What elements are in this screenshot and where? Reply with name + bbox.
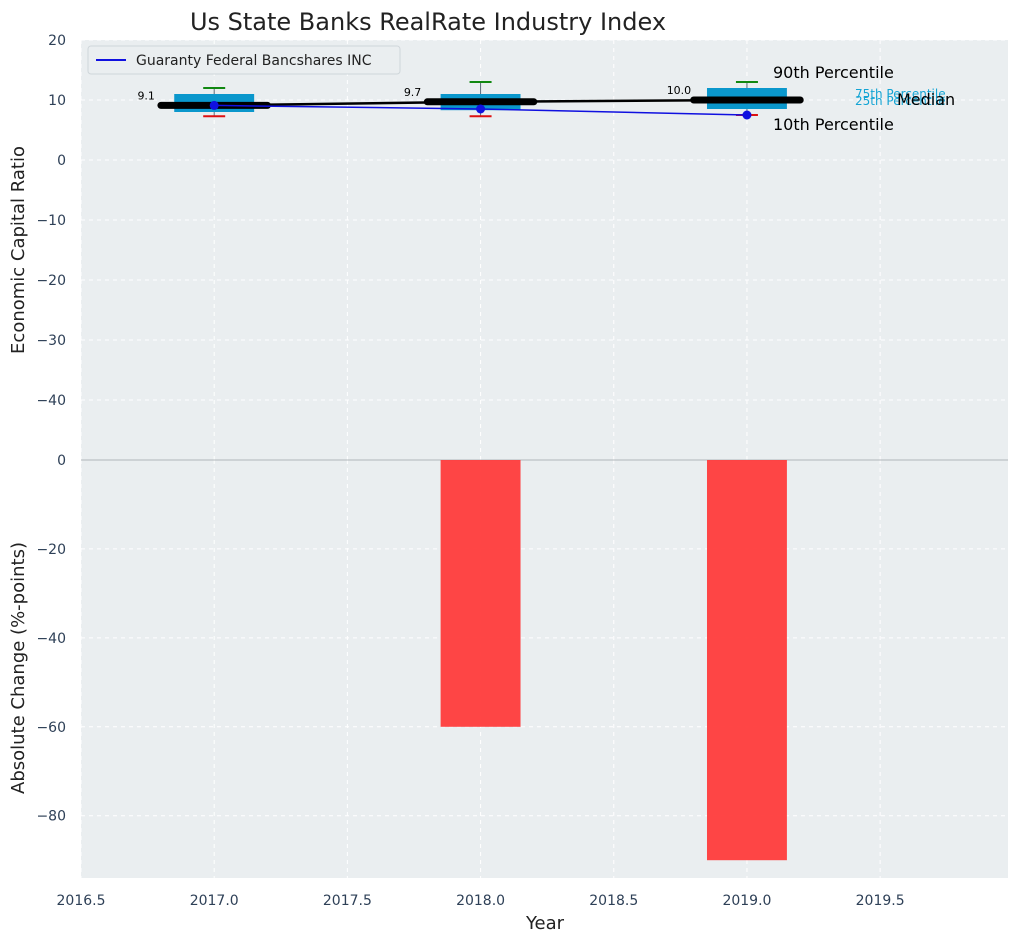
top-y-tick-label: −20 xyxy=(36,273,66,289)
legend-entry-company: Guaranty Federal Bancshares INC xyxy=(136,53,372,69)
top-y-tick-label: 0 xyxy=(57,153,66,169)
x-tick-label: 2017.0 xyxy=(190,893,239,909)
change-bar xyxy=(440,460,521,727)
x-axis-label: Year xyxy=(525,913,565,934)
company-point xyxy=(209,100,219,110)
top-marks: 9.1 9.7 10.0 xyxy=(137,81,804,120)
x-tick-label: 2017.5 xyxy=(323,893,372,909)
company-point xyxy=(476,104,486,114)
top-y-axis-label: Economic Capital Ratio xyxy=(8,146,29,354)
annotation-90th: 90th Percentile xyxy=(773,63,894,82)
chart-title: Us State Banks RealRate Industry Index xyxy=(190,8,666,36)
bottom-y-tick-label: 0 xyxy=(57,453,66,469)
annotation-median: Median xyxy=(897,90,955,109)
bottom-y-tick-label: −80 xyxy=(36,809,66,825)
change-bar xyxy=(706,460,787,861)
annotation-25th: 25th Percentile xyxy=(855,94,946,108)
bottom-marks xyxy=(440,460,787,861)
median-trend-line xyxy=(214,98,747,107)
bottom-y-tick-label: −40 xyxy=(36,631,66,647)
x-tick-label: 2019.5 xyxy=(856,893,905,909)
median-value-label: 9.1 xyxy=(137,89,155,102)
x-tick-label: 2018.5 xyxy=(589,893,638,909)
top-y-tick-label: 20 xyxy=(48,33,66,49)
median-value-label: 9.7 xyxy=(404,86,422,99)
annotation-75th: 75th Percentile xyxy=(855,87,946,101)
median-value-label: 10.0 xyxy=(667,84,692,97)
top-y-tick-label: −10 xyxy=(36,213,66,229)
top-y-tick-label: −30 xyxy=(36,333,66,349)
x-tick-label: 2018.0 xyxy=(456,893,505,909)
bottom-y-tick-label: −20 xyxy=(36,542,66,558)
top-y-tick-label: −40 xyxy=(36,393,66,409)
bottom-y-tick-label: −60 xyxy=(36,720,66,736)
legend: Guaranty Federal Bancshares INC xyxy=(87,45,401,75)
x-tick-label: 2019.0 xyxy=(722,893,771,909)
bottom-plot-area xyxy=(81,460,1008,878)
company-point xyxy=(742,110,752,120)
annotation-10th: 10th Percentile xyxy=(773,115,894,134)
bottom-y-axis-label: Absolute Change (%-points) xyxy=(8,542,29,794)
x-tick-label: 2016.5 xyxy=(57,893,106,909)
top-y-tick-label: 10 xyxy=(48,93,66,109)
axes-text: 2016.5 2017.0 2017.5 2018.0 2018.5 2019.0 2019… xyxy=(36,33,904,909)
